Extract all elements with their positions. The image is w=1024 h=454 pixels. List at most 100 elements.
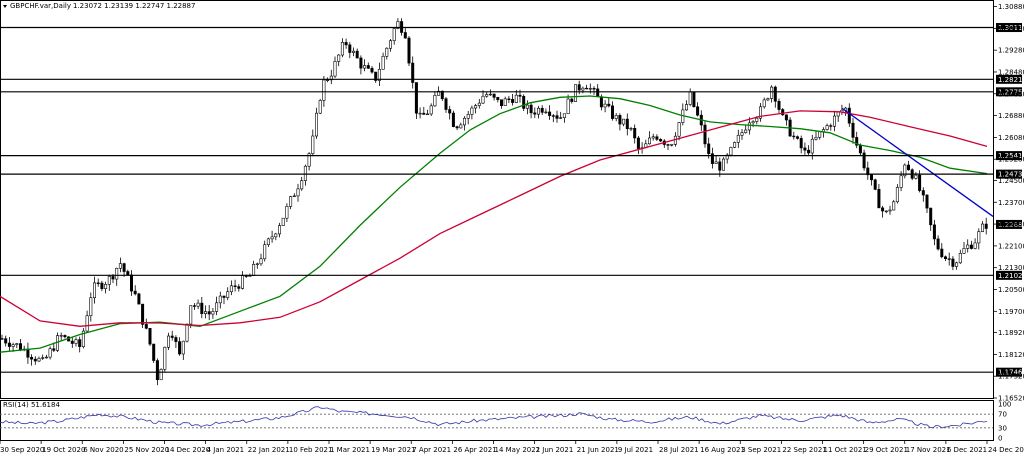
candle bbox=[958, 249, 962, 265]
candle-body bbox=[714, 161, 718, 164]
candle-body bbox=[340, 42, 344, 56]
candle-body bbox=[969, 244, 973, 249]
candle-body bbox=[303, 165, 307, 181]
candle bbox=[137, 292, 141, 305]
candle-body bbox=[581, 87, 585, 91]
time-tick-label: 1 Mar 2021 bbox=[330, 446, 370, 454]
candles-layer bbox=[0, 18, 988, 386]
candle-body bbox=[388, 40, 392, 49]
time-tick-label: 28 Jul 2021 bbox=[659, 446, 699, 454]
candle-body bbox=[836, 111, 840, 117]
candle-body bbox=[348, 44, 352, 53]
candle bbox=[30, 354, 34, 366]
candle-body bbox=[30, 356, 34, 360]
candle bbox=[392, 27, 396, 45]
candle bbox=[425, 109, 429, 116]
candle-body bbox=[148, 328, 152, 345]
candle bbox=[381, 52, 385, 70]
time-tick-label: 7 Apr 2021 bbox=[412, 446, 451, 454]
candle-body bbox=[592, 88, 596, 90]
time-tick-label: 6 Dec 2021 bbox=[947, 446, 987, 454]
candle bbox=[429, 103, 433, 116]
candle-body bbox=[825, 125, 829, 130]
candle bbox=[388, 39, 392, 52]
candle bbox=[70, 336, 74, 348]
candle-body bbox=[422, 112, 426, 115]
candle-body bbox=[862, 152, 866, 169]
candle bbox=[492, 93, 496, 101]
candle-body bbox=[814, 136, 818, 140]
time-tick-label: 24 Dec 2021 bbox=[988, 446, 1024, 454]
candle bbox=[799, 135, 803, 154]
candle-body bbox=[259, 258, 263, 265]
candle bbox=[807, 145, 811, 155]
candle bbox=[259, 253, 263, 266]
candle bbox=[226, 287, 230, 301]
rsi-pane-frame bbox=[0, 400, 994, 441]
level-tag-label: 1.17467 bbox=[998, 369, 1024, 377]
price-tick-label: 1.24500 bbox=[998, 177, 1024, 185]
candle-body bbox=[70, 340, 74, 344]
price-axis: 1.30880 1.30080 1.29280 1.28480 1.27680 1.268… bbox=[993, 3, 1024, 403]
candle-body bbox=[374, 71, 378, 81]
candle-body bbox=[144, 324, 148, 329]
candle bbox=[533, 107, 537, 119]
candle-body bbox=[152, 343, 156, 361]
candle-body bbox=[755, 117, 759, 122]
candle bbox=[481, 90, 485, 104]
candle-body bbox=[588, 88, 592, 90]
candle bbox=[366, 62, 370, 69]
candle-body bbox=[551, 115, 555, 117]
time-tick-label: 25 Nov 2020 bbox=[124, 446, 169, 454]
candle-body bbox=[533, 112, 537, 115]
candle bbox=[222, 295, 226, 305]
candle bbox=[455, 125, 459, 131]
candle bbox=[229, 280, 233, 296]
candle-body bbox=[59, 335, 63, 337]
candle-body bbox=[659, 139, 663, 142]
moving-average-line bbox=[0, 110, 988, 327]
candle-body bbox=[866, 167, 870, 176]
candle bbox=[762, 97, 766, 109]
candle bbox=[607, 98, 611, 108]
candle bbox=[33, 356, 37, 365]
candle bbox=[573, 84, 577, 102]
candle-body bbox=[252, 264, 256, 276]
candle bbox=[622, 118, 626, 127]
candle-body bbox=[522, 96, 526, 109]
dropdown-triangle-icon[interactable] bbox=[3, 5, 7, 8]
candle bbox=[170, 330, 174, 341]
candle bbox=[585, 84, 589, 90]
candle bbox=[141, 303, 145, 329]
candle bbox=[196, 299, 200, 310]
candle-body bbox=[792, 135, 796, 138]
level-tag-box bbox=[996, 23, 1022, 33]
time-tick-label: 26 Apr 2021 bbox=[453, 446, 496, 454]
candle bbox=[873, 178, 877, 191]
candle-body bbox=[966, 244, 970, 249]
candle-body bbox=[33, 358, 37, 362]
candle bbox=[977, 228, 981, 250]
candle bbox=[348, 42, 352, 59]
price-tick-label: 1.20500 bbox=[998, 286, 1024, 294]
candle-body bbox=[832, 115, 836, 127]
price-tick-label: 1.23700 bbox=[998, 199, 1024, 207]
candle-body bbox=[684, 104, 688, 111]
candle-body bbox=[607, 103, 611, 107]
candle bbox=[788, 117, 792, 137]
candle-body bbox=[237, 286, 241, 289]
candle bbox=[78, 336, 82, 353]
candle-body bbox=[266, 238, 270, 246]
candle-body bbox=[544, 111, 548, 114]
candle-body bbox=[322, 79, 326, 101]
candle bbox=[277, 222, 281, 238]
candle-body bbox=[555, 115, 559, 119]
candle-body bbox=[740, 132, 744, 136]
candle-body bbox=[707, 143, 711, 154]
candle bbox=[422, 106, 426, 115]
candle bbox=[562, 113, 566, 123]
candle-body bbox=[984, 223, 988, 229]
